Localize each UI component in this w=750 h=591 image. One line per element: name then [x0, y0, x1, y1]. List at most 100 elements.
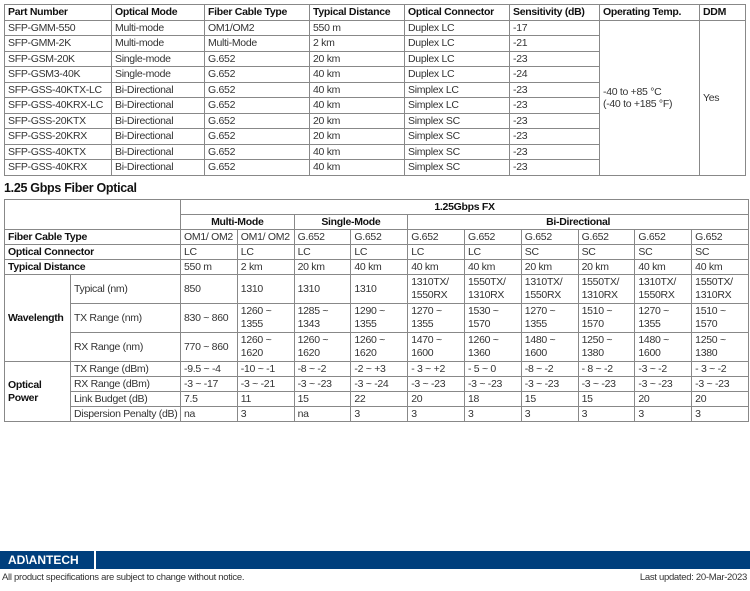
table-cell: G.652	[577, 229, 636, 245]
table-cell: 22	[350, 391, 409, 407]
sub-row-label: Typical (nm)	[70, 274, 181, 304]
table-cell: 40 km	[350, 259, 409, 275]
footer-bar	[0, 551, 750, 569]
table-cell: Simplex SC	[404, 143, 510, 160]
table-cell: 3	[634, 406, 693, 422]
table-cell: SC	[577, 244, 636, 260]
table-cell: Simplex SC	[404, 128, 510, 145]
table-cell: 3	[520, 406, 579, 422]
column-header: Sensitivity (dB)	[509, 4, 600, 21]
row-header: Optical Connector	[4, 244, 181, 260]
table-cell: G.652	[204, 159, 310, 176]
table-cell: 1510 ~ 1570	[577, 303, 636, 333]
temp-celsius: -40 to +85 °C	[603, 85, 662, 98]
table-cell: 15	[293, 391, 352, 407]
table-cell: 40 km	[309, 143, 405, 160]
table-cell: G.652	[293, 229, 352, 245]
table-cell: 20 km	[309, 112, 405, 129]
table-cell: 40 km	[407, 259, 465, 275]
table-cell: SFP-GSS-40KTX	[4, 143, 112, 160]
table-cell: LC	[293, 244, 352, 260]
table-cell: G.652	[204, 50, 310, 67]
table-cell: 3	[463, 406, 522, 422]
table-cell: 20 km	[293, 259, 352, 275]
table-cell: 7.5	[180, 391, 238, 407]
table-cell: OM1/OM2	[204, 19, 310, 36]
sub-row-label: Dispersion Penalty (dB)	[70, 406, 181, 422]
table-cell: Simplex LC	[404, 97, 510, 114]
table-cell: 40 km	[309, 97, 405, 114]
table-cell: 1530 ~ 1570	[463, 303, 522, 333]
table-cell: Bi-Directional	[111, 143, 205, 160]
temp-fahrenheit: (-40 to +185 °F)	[603, 97, 673, 110]
table-cell: 1480 ~ 1600	[520, 332, 579, 362]
table-cell: Duplex LC	[404, 50, 510, 67]
table-row: SFP-GSM3-40K Single-mode G.652 40 km Duplex …	[4, 66, 746, 83]
table-row: SFP-GMM-2K Multi-mode Multi-Mode 2 km Duplex…	[4, 35, 746, 52]
table-cell: LC	[180, 244, 238, 260]
table-cell: 2 km	[236, 259, 295, 275]
column-header: Typical Distance	[309, 4, 405, 21]
table-cell: -23	[509, 159, 600, 176]
column-header: Fiber Cable Type	[204, 4, 310, 21]
table-cell: 20	[407, 391, 465, 407]
table-cell: 1270 ~ 1355	[520, 303, 579, 333]
table-cell: 1260 ~ 1620	[236, 332, 295, 362]
table-cell: 1250 ~ 1380	[577, 332, 636, 362]
mode-header: Single-Mode	[293, 214, 409, 230]
table-cell: Single-mode	[111, 50, 205, 67]
table-cell: LC	[463, 244, 522, 260]
table-cell: G.652	[204, 128, 310, 145]
table-row: Link Budget (dB) 7.5 11 15 22 20 18 15 15 20 20	[5, 391, 750, 407]
table-cell: na	[293, 406, 352, 422]
table-cell: 15	[577, 391, 636, 407]
table-cell: LC	[350, 244, 409, 260]
group-label: Optical Power	[4, 361, 71, 422]
table-cell: 850	[180, 274, 238, 304]
table-cell: Bi-Directional	[111, 112, 205, 129]
table-cell: 1470 ~ 1600	[407, 332, 465, 362]
table-row: RX Range (dBm) -3 ~ -17 -3 ~ -21 -3 ~ -23 -3…	[5, 376, 750, 392]
table-row: SFP-GSS-40KRX Bi-Directional G.652 40 km Sim…	[4, 159, 746, 176]
sub-row-label: TX Range (dBm)	[70, 361, 181, 377]
table-cell: -3 ~ -23	[407, 376, 465, 392]
table-cell: 20 km	[309, 50, 405, 67]
blank-cell	[4, 199, 181, 230]
table-cell: 3	[236, 406, 295, 422]
sub-row-label: RX Range (nm)	[70, 332, 181, 362]
table-cell: 1270 ~ 1355	[634, 303, 693, 333]
table-cell: -21	[509, 35, 600, 52]
table-cell: 1310TX/ 1550RX	[407, 274, 465, 304]
footer-updated: Last updated: 20-Mar-2023	[639, 572, 747, 583]
table-cell: 1310	[236, 274, 295, 304]
table-cell: 1310TX/ 1550RX	[634, 274, 693, 304]
table-cell: -23	[509, 81, 600, 98]
table-cell: 40 km	[309, 66, 405, 83]
table-cell: Multi-Mode	[204, 35, 310, 52]
table-cell: -3 ~ -23	[293, 376, 352, 392]
table-cell: G.652	[204, 97, 310, 114]
table-cell: Simplex SC	[404, 112, 510, 129]
table-cell: LC	[407, 244, 465, 260]
table-cell: -2 ~ +3	[350, 361, 409, 377]
table-cell: G.652	[691, 229, 750, 245]
table-cell: 1550TX/ 1310RX	[463, 274, 522, 304]
table-cell: -3 ~ -17	[180, 376, 238, 392]
table-cell: 15	[520, 391, 579, 407]
table-cell: -23	[509, 143, 600, 160]
table-cell: -3 ~ -23	[634, 376, 693, 392]
table-cell: SC	[634, 244, 693, 260]
sub-row-label: TX Range (nm)	[70, 303, 181, 333]
table-cell: Multi-mode	[111, 35, 205, 52]
table-row: Optical Power TX Range (dBm) -9.5 ~ -4 -10 …	[4, 361, 750, 422]
table-cell: 1510 ~ 1570	[691, 303, 750, 333]
table-cell: G.652	[520, 229, 579, 245]
table-cell: 1290 ~ 1355	[350, 303, 409, 333]
table-cell: Simplex LC	[404, 81, 510, 98]
table-cell: SC	[520, 244, 579, 260]
table-cell: 1260 ~ 1620	[293, 332, 352, 362]
table-cell: SC	[691, 244, 750, 260]
table-cell: 770 ~ 860	[180, 332, 238, 362]
table-cell: - 8 ~ -2	[577, 361, 636, 377]
table-cell: 550 m	[309, 19, 405, 36]
